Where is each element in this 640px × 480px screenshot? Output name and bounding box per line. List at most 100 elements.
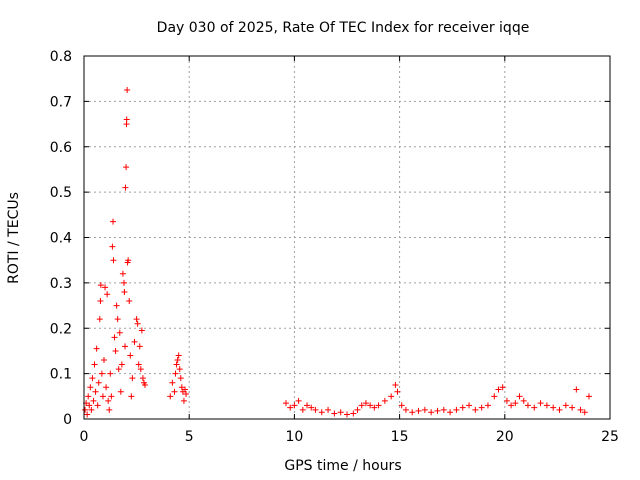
data-point bbox=[97, 282, 104, 289]
data-point bbox=[125, 257, 132, 264]
y-tick-label: 0.7 bbox=[50, 94, 72, 110]
data-point bbox=[344, 411, 350, 418]
data-point bbox=[171, 388, 178, 395]
data-point bbox=[569, 404, 576, 411]
data-point bbox=[92, 388, 99, 395]
data-point bbox=[282, 400, 289, 407]
data-point bbox=[337, 409, 344, 416]
data-point bbox=[173, 361, 180, 368]
data-point bbox=[585, 393, 592, 400]
data-point bbox=[484, 402, 491, 409]
data-point bbox=[127, 352, 134, 359]
data-point bbox=[472, 406, 479, 413]
x-tick-label: 0 bbox=[80, 429, 89, 445]
data-point bbox=[177, 375, 184, 382]
data-point bbox=[116, 329, 123, 336]
data-points bbox=[82, 87, 592, 418]
data-point bbox=[312, 406, 319, 413]
data-point bbox=[115, 366, 122, 373]
data-point bbox=[398, 402, 405, 409]
data-point bbox=[111, 334, 118, 341]
data-point bbox=[573, 386, 580, 393]
y-tick-label: 0.4 bbox=[50, 231, 72, 247]
data-point bbox=[350, 410, 357, 417]
data-point bbox=[537, 400, 544, 407]
data-point bbox=[428, 409, 435, 416]
y-tick-label: 0.5 bbox=[50, 185, 72, 201]
data-point bbox=[581, 409, 588, 416]
data-point bbox=[89, 375, 96, 382]
data-point bbox=[138, 327, 145, 334]
data-point bbox=[112, 347, 119, 354]
data-point bbox=[107, 370, 114, 377]
data-point bbox=[354, 406, 361, 413]
data-point bbox=[331, 410, 338, 417]
data-point bbox=[90, 397, 97, 404]
data-point bbox=[109, 243, 116, 250]
data-point bbox=[137, 366, 144, 373]
data-point bbox=[102, 284, 109, 291]
data-point bbox=[131, 338, 138, 345]
data-point bbox=[103, 384, 110, 391]
data-point bbox=[287, 404, 294, 411]
data-point bbox=[392, 381, 399, 388]
data-point bbox=[139, 375, 146, 382]
data-point bbox=[524, 402, 531, 409]
data-point bbox=[87, 384, 94, 391]
data-point bbox=[499, 384, 506, 391]
data-point bbox=[304, 402, 311, 409]
data-point bbox=[358, 402, 365, 409]
data-point bbox=[122, 343, 129, 350]
x-tick-label: 15 bbox=[391, 429, 409, 445]
data-point bbox=[167, 393, 174, 400]
data-point bbox=[381, 397, 388, 404]
data-point bbox=[120, 279, 127, 286]
data-point bbox=[318, 409, 325, 416]
data-point bbox=[577, 406, 584, 413]
data-point bbox=[119, 270, 126, 277]
data-point bbox=[512, 400, 519, 407]
x-tick-label: 5 bbox=[185, 429, 194, 445]
data-point bbox=[434, 407, 441, 414]
data-point bbox=[86, 402, 93, 409]
data-point bbox=[88, 406, 95, 413]
x-tick-label: 10 bbox=[285, 429, 303, 445]
data-point bbox=[142, 381, 149, 388]
data-point bbox=[295, 397, 302, 404]
data-point bbox=[440, 406, 447, 413]
data-point bbox=[94, 402, 101, 409]
data-point bbox=[447, 409, 454, 416]
data-point bbox=[113, 302, 120, 309]
data-point bbox=[495, 386, 502, 393]
data-point bbox=[128, 393, 135, 400]
data-point bbox=[183, 391, 190, 398]
data-point bbox=[85, 393, 92, 400]
data-point bbox=[402, 406, 409, 413]
data-point bbox=[104, 291, 111, 298]
data-point bbox=[134, 320, 141, 327]
data-point bbox=[508, 402, 515, 409]
data-point bbox=[121, 288, 128, 295]
data-point bbox=[175, 352, 182, 359]
data-point bbox=[93, 345, 100, 352]
y-axis-label: ROTI / TECUs bbox=[6, 192, 22, 284]
data-point bbox=[362, 400, 369, 407]
data-point bbox=[466, 402, 473, 409]
data-point bbox=[84, 411, 91, 418]
data-point bbox=[394, 388, 401, 395]
axis-ticks: 0 5 10 15 20 25 0 0.1 0.2 0.3 0.4 0.5 0.6 0.7 0.8 bbox=[50, 49, 619, 445]
data-point bbox=[543, 402, 550, 409]
data-point bbox=[415, 407, 422, 414]
data-point bbox=[180, 397, 187, 404]
data-point bbox=[105, 397, 112, 404]
data-point bbox=[453, 406, 460, 413]
data-point bbox=[82, 406, 89, 413]
data-point bbox=[478, 404, 485, 411]
data-point bbox=[114, 316, 121, 323]
data-point bbox=[181, 386, 188, 393]
data-point bbox=[122, 184, 129, 191]
data-point bbox=[96, 316, 103, 323]
data-point bbox=[174, 357, 181, 364]
data-point bbox=[106, 406, 113, 413]
data-point bbox=[169, 379, 176, 386]
